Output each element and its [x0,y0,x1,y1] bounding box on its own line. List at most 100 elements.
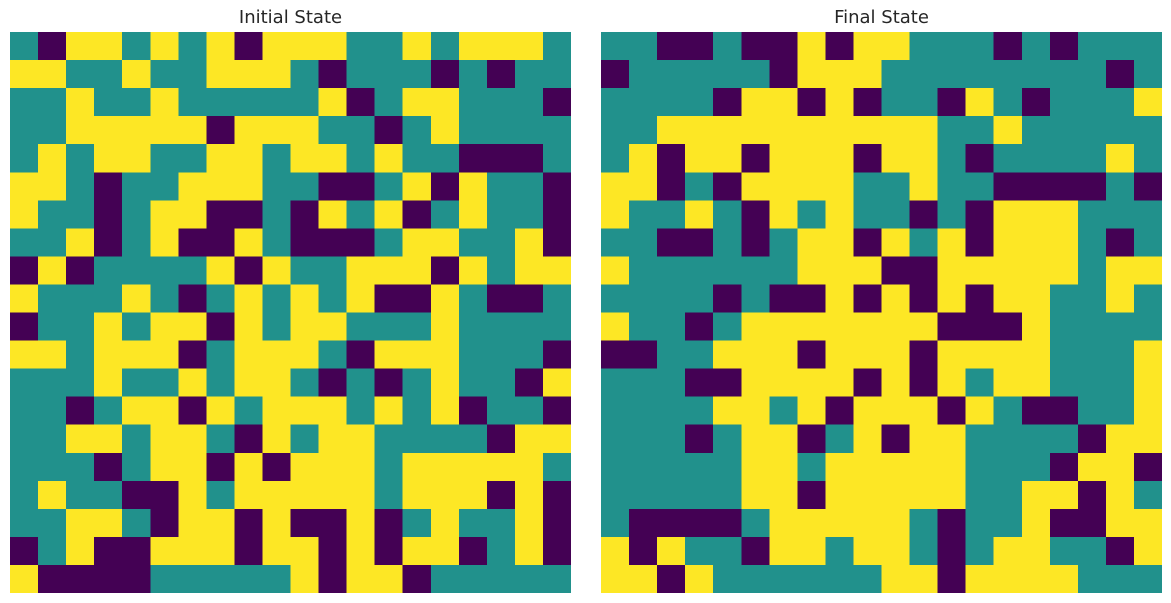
heatmap-cell [94,340,123,370]
heatmap-cell [937,172,967,201]
heatmap-cell [1105,60,1135,89]
heatmap-cell [713,508,742,538]
heatmap-cell [486,564,516,593]
heatmap-cell [853,452,883,482]
heatmap-cell [601,172,630,201]
heatmap-cell [206,396,235,426]
heatmap-cell [853,284,883,314]
heatmap-cell [430,60,460,89]
heatmap-cell [486,508,516,538]
heatmap-cell [629,60,658,89]
initial-state-panel: Initial State [10,0,571,603]
heatmap-cell [909,564,939,593]
heatmap-cell [290,172,320,201]
heatmap-cell [853,340,883,370]
heatmap-cell [741,564,770,593]
heatmap-cell [178,480,207,510]
heatmap-cell [542,228,571,257]
heatmap-cell [741,368,770,398]
heatmap-cell [601,144,630,173]
heatmap-cell [430,172,460,201]
heatmap-cell [94,144,123,173]
heatmap-cell [1105,256,1135,286]
heatmap-cell [797,508,826,538]
heatmap-cell [1021,452,1051,482]
heatmap-cell [797,60,826,89]
heatmap-cell [346,312,376,342]
heatmap-cell [94,116,123,145]
heatmap-cell [657,424,686,454]
heatmap-cell [853,480,883,510]
heatmap-cell [346,480,376,510]
heatmap-cell [234,32,264,61]
heatmap-cell [1049,256,1079,286]
heatmap-cell [430,284,460,314]
heatmap-cell [881,564,911,593]
heatmap-cell [318,256,348,286]
heatmap-cell [206,536,235,566]
heatmap-cell [1077,480,1107,510]
heatmap-cell [178,172,207,201]
heatmap-cell [741,88,770,117]
heatmap-cell [825,172,855,201]
heatmap-cell [234,508,264,538]
heatmap-cell [797,368,826,398]
heatmap-cell [234,312,264,342]
heatmap-cell [374,144,404,173]
heatmap-cell [38,340,67,370]
heatmap-cell [458,88,488,117]
heatmap-cell [769,200,798,229]
heatmap-cell [514,228,544,257]
heatmap-cell [206,228,235,257]
heatmap-cell [993,172,1023,201]
heatmap-cell [10,312,39,342]
heatmap-cell [458,60,488,89]
heatmap-cell [797,536,826,566]
heatmap-cell [10,60,39,89]
heatmap-cell [769,116,798,145]
heatmap-cell [1077,88,1107,117]
heatmap-cell [1049,200,1079,229]
heatmap-cell [374,228,404,257]
heatmap-cell [1077,312,1107,342]
heatmap-cell [262,312,292,342]
heatmap-cell [825,228,855,257]
heatmap-cell [601,340,630,370]
heatmap-cell [262,368,292,398]
heatmap-cell [486,172,516,201]
heatmap-cell [629,312,658,342]
heatmap-cell [1105,452,1135,482]
heatmap-cell [629,452,658,482]
heatmap-cell [657,200,686,229]
heatmap-cell [486,536,516,566]
heatmap-cell [713,144,742,173]
heatmap-cell [629,256,658,286]
heatmap-cell [825,452,855,482]
heatmap-cell [825,340,855,370]
heatmap-cell [769,32,798,61]
heatmap-cell [909,88,939,117]
heatmap-cell [514,368,544,398]
heatmap-cell [94,172,123,201]
heatmap-cell [993,32,1023,61]
heatmap-cell [458,424,488,454]
heatmap-cell [290,312,320,342]
heatmap-cell [713,452,742,482]
heatmap-cell [1077,424,1107,454]
heatmap-cell [150,88,179,117]
heatmap-cell [601,452,630,482]
heatmap-cell [542,116,571,145]
heatmap-cell [853,200,883,229]
heatmap-cell [825,200,855,229]
heatmap-cell [234,256,264,286]
heatmap-cell [937,564,967,593]
heatmap-cell [1105,424,1135,454]
heatmap-cell [262,144,292,173]
heatmap-cell [1133,284,1162,314]
heatmap-cell [234,116,264,145]
heatmap-cell [430,116,460,145]
heatmap-cell [965,88,995,117]
heatmap-cell [853,116,883,145]
heatmap-cell [10,396,39,426]
heatmap-cell [458,228,488,257]
